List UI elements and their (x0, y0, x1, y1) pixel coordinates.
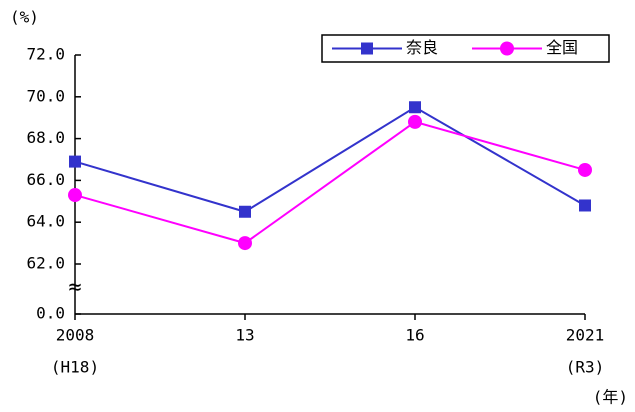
legend-label: 奈良 (406, 38, 438, 57)
marker (579, 199, 591, 212)
series-line (74, 106, 586, 213)
x-tick-sublabel: (R3) (566, 358, 605, 377)
y-tick-label: 72.0 (26, 45, 65, 64)
marker (408, 114, 422, 129)
x-tick-sublabel: (H18) (51, 358, 99, 377)
y-axis-label: (%) (10, 8, 39, 27)
marker (68, 188, 82, 203)
marker (239, 205, 251, 218)
marker (69, 155, 81, 168)
y-tick-label: 62.0 (26, 254, 65, 273)
x-tick-label: 2008 (56, 326, 95, 345)
marker (578, 162, 592, 177)
series-line (74, 120, 586, 245)
marker (238, 236, 252, 251)
x-tick-label: 16 (405, 326, 424, 345)
x-tick-label: 2021 (566, 326, 605, 345)
legend-label: 全国 (546, 38, 578, 57)
y-tick-label: 70.0 (26, 86, 65, 105)
marker (409, 101, 421, 114)
marker (361, 42, 373, 55)
x-tick-label: 13 (235, 326, 254, 345)
y-tick-label: 68.0 (26, 128, 65, 147)
y-tick-label: 66.0 (26, 170, 65, 189)
marker (500, 41, 514, 56)
y-tick-label: 64.0 (26, 212, 65, 231)
x-axis-unit: (年) (593, 388, 628, 407)
y-tick-label: 0.0 (36, 304, 65, 323)
